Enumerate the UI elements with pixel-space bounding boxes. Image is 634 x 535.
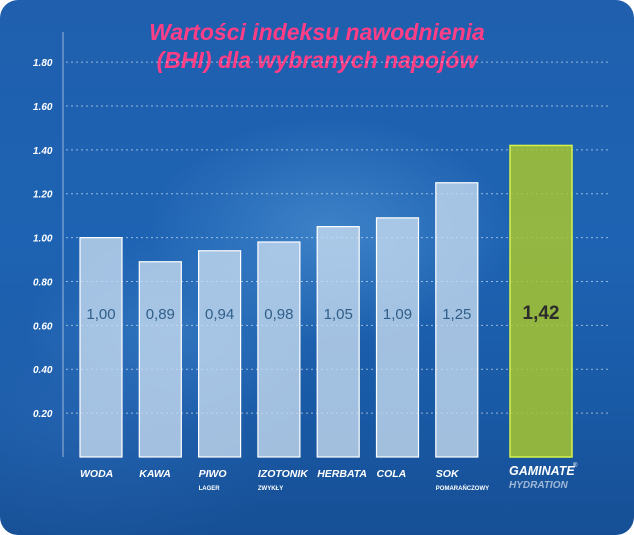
x-category-label: KAWA [139, 468, 171, 480]
x-category-label: SOK [436, 468, 460, 480]
x-category-label: HERBATA [317, 468, 367, 480]
y-tick-label: 0.20 [33, 409, 53, 420]
bar-value-label: 1,42 [523, 303, 560, 324]
bar [257, 241, 301, 458]
bar [316, 226, 360, 458]
bar-highlight [509, 144, 573, 458]
bar-value-label: 1,00 [86, 306, 115, 323]
y-tick-label: 1.80 [33, 58, 53, 69]
chart-title: Wartości indeksu nawodnienia (BHI) dla w… [0, 18, 634, 74]
y-tick-label: 0.60 [33, 321, 53, 332]
x-category-label: IZOTONIK [258, 468, 309, 480]
bar-value-label: 1,05 [324, 306, 353, 323]
chart-title-line-2: (BHI) dla wybranych napojów [156, 47, 478, 73]
y-tick-label: 1.00 [33, 234, 53, 245]
x-category-sublabel: POMARAŃCZOWY [436, 484, 489, 492]
bar-value-label: 1,25 [442, 306, 471, 323]
x-category-label: PIWO [199, 468, 227, 480]
y-tick-label: 1.20 [33, 190, 53, 201]
y-tick-label: 1.40 [33, 146, 53, 157]
x-category-label: COLA [377, 468, 407, 480]
x-category-label: WODA [80, 468, 113, 480]
bar-value-label: 0,94 [205, 306, 234, 323]
x-category-sublabel: LAGER [199, 486, 221, 492]
bar [79, 237, 123, 458]
x-category-sublabel: ZWYKŁY [258, 486, 283, 492]
y-tick-label: 1.60 [33, 102, 53, 113]
y-tick-label: 0.40 [33, 365, 53, 376]
bar [138, 261, 182, 458]
bar [198, 250, 242, 458]
brand-logo-name: GAMINATE [509, 464, 575, 478]
bar-value-label: 0,89 [146, 306, 175, 323]
brand-logo-sub: HYDRATION [509, 480, 568, 491]
bar-value-label: 0,98 [264, 306, 293, 323]
brand-registered-mark: ® [573, 462, 578, 469]
chart-title-line-1: Wartości indeksu nawodnienia [149, 19, 485, 45]
bar-value-label: 1,09 [383, 306, 412, 323]
bar [435, 182, 479, 458]
bar [375, 217, 420, 458]
y-tick-label: 0.80 [33, 277, 53, 288]
